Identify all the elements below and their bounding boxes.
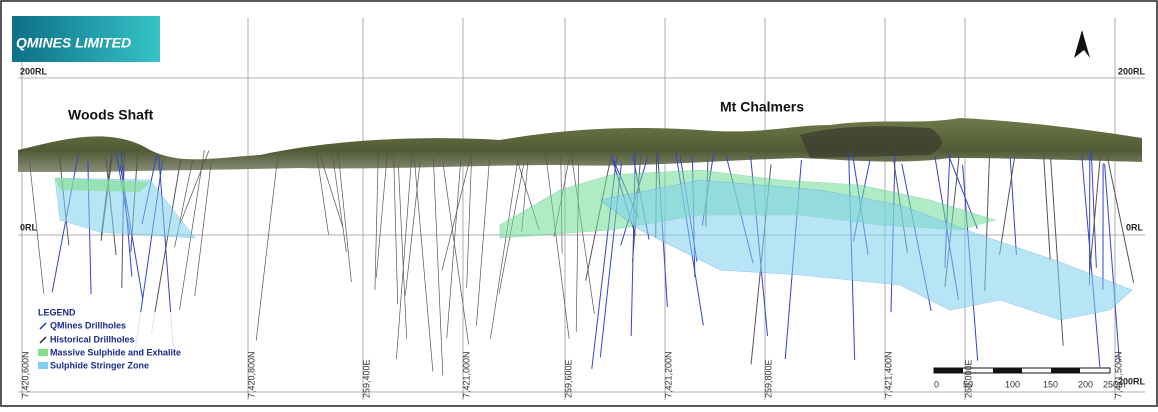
legend-item: Historical Drillholes [50,334,135,344]
legend: LEGEND QMines Drillholes Historical Dril… [34,307,214,374]
grid-label: 259,600E [563,359,573,398]
level-label: 200RL [1118,66,1146,76]
legend-title: LEGEND [38,307,76,317]
grid-label: 259,800E [763,359,773,398]
level-label: 0RL [1126,222,1144,232]
grid-label: 7,421,500N [1113,351,1123,398]
scale-label: 250m [1103,379,1126,389]
grid-label: 7,420,800N [246,351,256,398]
grid-label: 7,420,600N [20,351,30,398]
scale-label: 100 [1005,379,1020,389]
scale-label: 200 [1078,379,1093,389]
scale-label: 150 [1043,379,1058,389]
scale-label: 0 [934,379,939,389]
scale-label: 50 [963,379,973,389]
legend-item: QMines Drillholes [50,320,126,330]
grid-label: 7,421,400N [883,351,893,398]
legend-item: Sulphide Stringer Zone [50,360,149,370]
terrain-shadow [800,126,942,158]
grid-label: 7,421,000N [461,351,471,398]
level-label: 200RL [20,66,48,76]
legend-item: Massive Sulphide and Exhalite [50,347,181,357]
place-label: Woods Shaft [68,107,154,123]
scale-bar [934,368,1110,373]
grid-label: 7,421,200N [663,351,673,398]
level-label: 0RL [20,222,38,232]
grid-label: 259,400E [361,359,371,398]
logo-title: QMINES LIMITED [16,35,131,51]
place-label: Mt Chalmers [720,99,804,115]
